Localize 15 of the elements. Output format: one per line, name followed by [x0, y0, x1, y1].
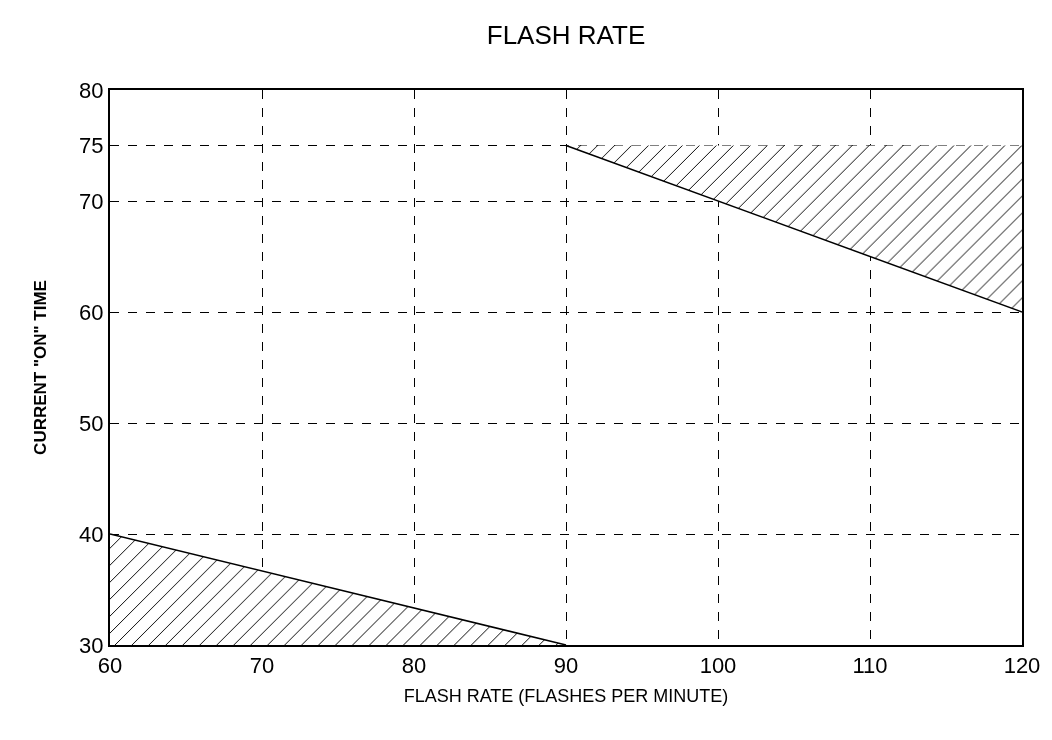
- x-axis-title: FLASH RATE (FLASHES PER MINUTE): [403, 686, 729, 706]
- y-tick-label: 60: [79, 299, 104, 325]
- x-tick-label: 120: [1003, 653, 1041, 679]
- y-tick-label: 40: [79, 521, 104, 547]
- y-axis-title: CURRENT "ON" TIME: [31, 280, 51, 455]
- x-tick-label: 90: [553, 653, 579, 679]
- x-tick-label: 80: [401, 653, 427, 679]
- x-tick-label: 110: [852, 653, 888, 679]
- y-tick-label: 80: [79, 77, 104, 103]
- y-tick-label: 50: [79, 410, 104, 436]
- x-tick-label: 100: [699, 653, 737, 679]
- chart-title: FLASH RATE: [486, 20, 646, 51]
- y-tick-label: 75: [79, 133, 104, 159]
- y-tick-label: 70: [79, 188, 104, 214]
- x-tick-label: 70: [249, 653, 275, 679]
